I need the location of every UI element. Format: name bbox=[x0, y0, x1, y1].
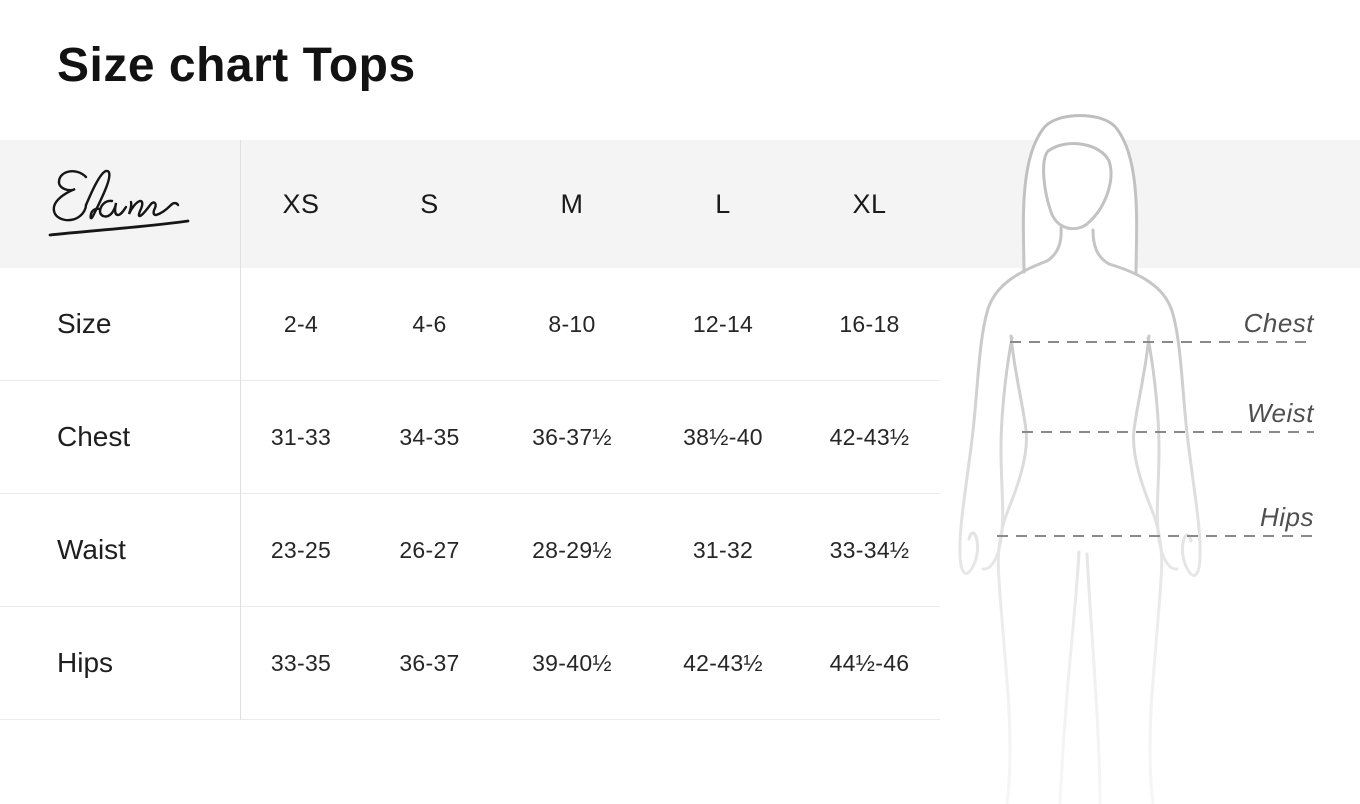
figure-neck-right bbox=[1091, 228, 1111, 266]
size-cell: 36-37½ bbox=[532, 423, 612, 450]
size-cell: 16-18 bbox=[839, 310, 900, 337]
size-cell: 42-43½ bbox=[683, 649, 763, 676]
body-figure-illustration bbox=[958, 114, 1202, 804]
page-title: Size chart Tops bbox=[57, 39, 416, 92]
size-cell: 12-14 bbox=[692, 310, 754, 337]
row-label: Waist bbox=[57, 534, 126, 565]
table-row-hips: Hips 33-35 36-37 39-40½ 42-43½ 44½-46 bbox=[0, 607, 940, 720]
size-cell: 34-35 bbox=[399, 423, 460, 450]
size-col-header-l: L bbox=[715, 188, 731, 219]
chest-measure-label: Chest bbox=[1243, 308, 1314, 338]
figure-arm-left bbox=[958, 259, 1049, 575]
table-header-row: Elan XS S M L XL bbox=[0, 140, 940, 268]
table-column-divider bbox=[240, 140, 241, 720]
figure-inner-leg-right bbox=[1085, 552, 1102, 804]
size-col-header-s: S bbox=[420, 188, 439, 219]
size-cell: 31-32 bbox=[692, 536, 754, 563]
size-cell: 44½-46 bbox=[829, 649, 910, 676]
table-row-size: Size 2-4 4-6 8-10 12-14 16-18 bbox=[0, 268, 940, 381]
brand-logo: Elan bbox=[0, 165, 240, 243]
size-cell: 28-29½ bbox=[532, 536, 612, 563]
size-cell: 42-43½ bbox=[829, 423, 910, 450]
row-label: Hips bbox=[57, 647, 114, 678]
figure-face bbox=[1042, 142, 1113, 231]
row-label: Chest bbox=[57, 421, 131, 452]
figure-body-left bbox=[996, 334, 1028, 804]
size-cell: 31-33 bbox=[270, 423, 332, 450]
waist-measure-label: Weist bbox=[1246, 398, 1314, 428]
size-cell: 23-25 bbox=[270, 536, 332, 563]
hips-measure-label: Hips bbox=[1259, 502, 1314, 532]
figure-neck-left bbox=[1045, 226, 1063, 263]
table-row-chest: Chest 31-33 34-35 36-37½ 38½-40 42-43½ bbox=[0, 381, 940, 494]
elan-signature-icon bbox=[48, 169, 190, 237]
size-col-header-xl: XL bbox=[852, 188, 887, 219]
size-cell: 8-10 bbox=[548, 310, 596, 337]
chest-measure-line bbox=[1010, 341, 1314, 343]
size-cell: 38½-40 bbox=[683, 423, 763, 450]
size-cell: 36-37 bbox=[399, 649, 460, 676]
size-table: Elan XS S M L XL Size 2-4 4-6 8-10 12-14… bbox=[0, 140, 940, 720]
hips-measure-line bbox=[997, 535, 1314, 537]
size-col-header-m: M bbox=[560, 188, 584, 219]
size-cell: 33-34½ bbox=[829, 536, 910, 563]
size-cell: 26-27 bbox=[399, 536, 460, 563]
table-row-waist: Waist 23-25 26-27 28-29½ 31-32 33-34½ bbox=[0, 494, 940, 607]
size-cell: 39-40½ bbox=[532, 649, 612, 676]
figure-body-right bbox=[1132, 334, 1164, 804]
size-col-header-xs: XS bbox=[282, 188, 320, 219]
row-label: Size bbox=[57, 308, 112, 339]
size-cell: 2-4 bbox=[283, 310, 319, 337]
figure-inner-arm-right bbox=[1146, 336, 1179, 571]
waist-measure-line bbox=[1022, 431, 1314, 433]
figure-inner-leg-left bbox=[1058, 550, 1081, 804]
size-cell: 33-35 bbox=[270, 649, 332, 676]
size-cell: 4-6 bbox=[412, 310, 447, 337]
figure-arm-right bbox=[1107, 262, 1202, 577]
figure-inner-arm-left bbox=[981, 336, 1014, 571]
